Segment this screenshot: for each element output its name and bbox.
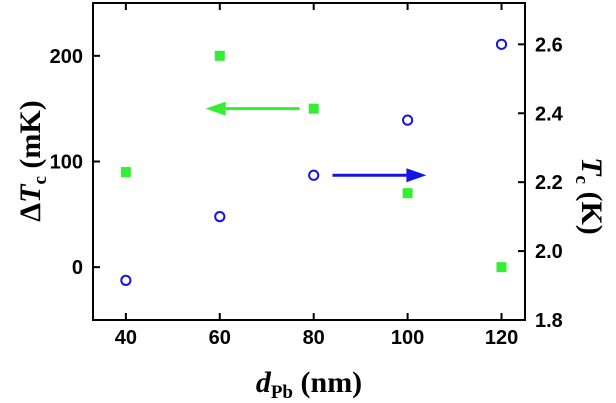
x-axis-title: dPb (nm) [256,366,362,403]
left-y-tick-label: 100 [50,152,83,174]
data-point-square-120 [496,262,507,273]
data-point-square-40 [120,167,131,178]
right-y-tick-label: 2.2 [535,172,563,194]
right-y-tick-label: 1.8 [535,310,563,332]
data-point-square-80 [308,103,319,114]
data-point-circle-40 [120,274,132,286]
x-tick-label: 120 [485,327,518,349]
left-y-tick-label: 200 [50,46,83,68]
x-tick-label: 60 [209,327,231,349]
right-y-tick-label: 2.0 [535,241,563,263]
data-point-circle-80 [308,169,320,181]
data-point-circle-60 [214,211,226,223]
right-y-axis-title: Tc (K) [571,157,608,235]
x-tick-label: 100 [391,327,424,349]
left-y-axis-title: ΔTc (mK) [14,100,51,221]
series-arrows [205,101,427,183]
data-point-circle-100 [402,114,414,126]
axis-ticks: 40 60 80 100 120 0 100 200 1.8 2.0 2.2 2.4 2.6 [50,3,564,349]
data-point-circle-120 [495,38,508,50]
plot-frame [92,2,526,321]
right-y-tick-label: 2.6 [535,34,563,56]
arrow-head-left [205,101,226,116]
data-point-square-100 [402,188,413,199]
arrow-head-right [406,168,427,183]
data-marks [120,38,508,286]
x-tick-label: 80 [303,327,325,349]
x-tick-label: 40 [115,327,137,349]
right-y-tick-label: 2.4 [535,103,564,125]
left-y-tick-label: 0 [72,257,83,279]
data-point-square-60 [214,50,225,61]
